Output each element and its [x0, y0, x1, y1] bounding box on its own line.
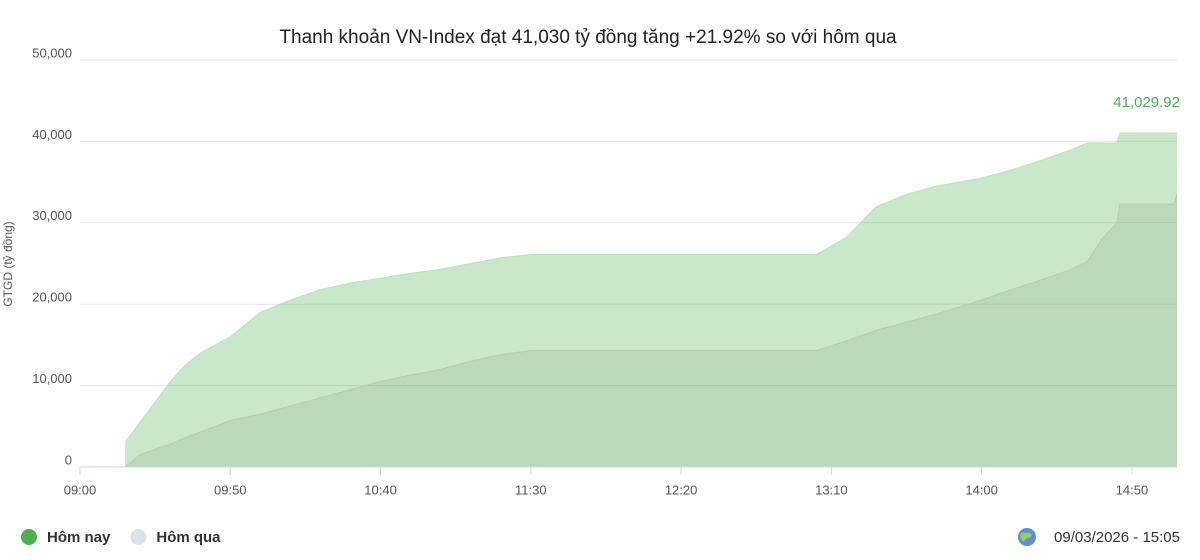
area-line [124, 194, 1178, 468]
x-tick-label: 13:10 [815, 482, 848, 497]
y-tick-label: 30,000 [32, 208, 72, 223]
x-tick-label: 10:40 [364, 482, 397, 497]
x-tick-label: 14:00 [965, 482, 998, 497]
annotation: 41,029.92 [1113, 94, 1180, 111]
y-axis-label: GTGD (tỷ đồng) [1, 221, 15, 306]
legend-label: Hôm qua [156, 529, 221, 546]
area-fill [125, 194, 1178, 467]
chart-title: Thanh khoản VN-Index đạt 41,030 tỷ đồng … [279, 27, 897, 48]
x-tick-label: 12:20 [665, 482, 698, 497]
timestamp: 09/03/2026 - 15:05 [1054, 529, 1180, 546]
x-tick-label: 09:00 [64, 482, 97, 497]
x-tick-label: 11:30 [515, 482, 547, 497]
legend-label: Hôm nay [47, 529, 111, 546]
y-tick-label: 50,000 [32, 45, 72, 60]
footer-icon [1018, 528, 1036, 546]
y-tick-label: 20,000 [32, 290, 72, 305]
legend-item[interactable]: Hôm qua [130, 529, 221, 546]
legend-marker [21, 529, 37, 545]
x-tick-label: 09:50 [214, 482, 247, 497]
legend-item[interactable]: Hôm nay [21, 529, 111, 546]
y-tick-label: 40,000 [32, 127, 72, 142]
area-fill [125, 133, 1178, 467]
y-tick-label: 10,000 [32, 371, 72, 386]
y-tick-label: 0 [65, 452, 72, 467]
legend-marker [130, 529, 147, 545]
x-tick-label: 14:50 [1116, 482, 1149, 497]
area-line [124, 132, 1177, 443]
